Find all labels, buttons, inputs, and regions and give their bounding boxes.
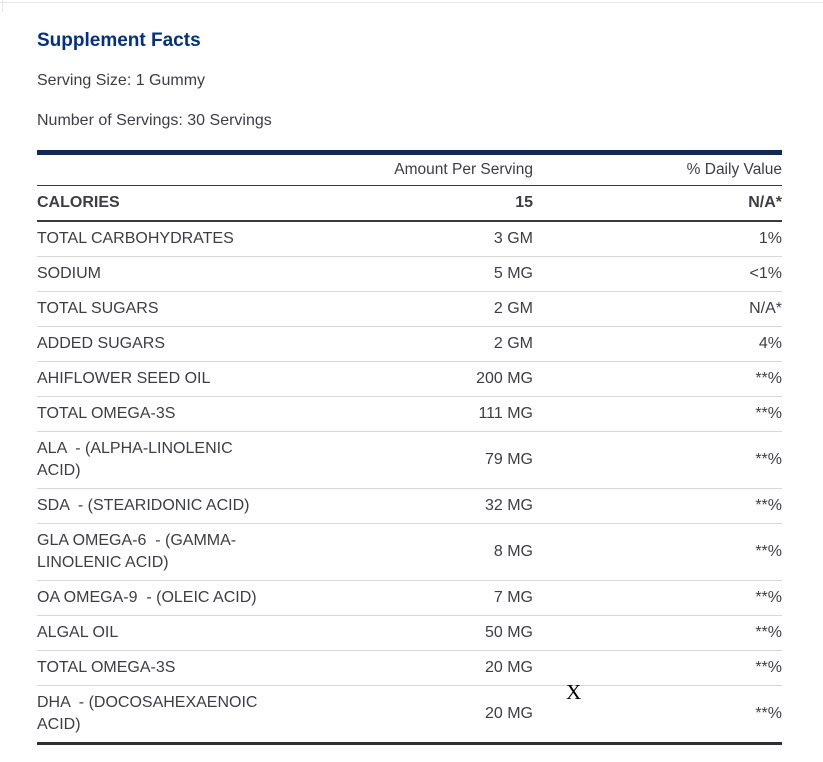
table-row: TOTAL CARBOHYDRATES 3 GM 1% [37,222,782,257]
daily-value-header: % Daily Value [686,161,782,178]
table-row: TOTAL OMEGA-3S 20 MG **% [37,651,782,686]
nutrient-label: TOTAL OMEGA-3S [37,405,176,422]
amount-value: 5 MG [493,265,533,282]
table-row: TOTAL OMEGA-3S 111 MG **% [37,397,782,432]
daily-value: **% [755,705,782,722]
panel-top-border [0,2,823,3]
daily-value: **% [755,497,782,514]
amount-value: 3 GM [493,230,533,247]
table-row: CALORIES 15 N/A* [37,186,782,222]
daily-value: **% [755,370,782,387]
table-header-row: Amount Per Serving % Daily Value [37,155,782,186]
supplement-facts-panel: Supplement Facts Serving Size: 1 Gummy N… [37,30,782,745]
nutrient-label: TOTAL CARBOHYDRATES [37,230,234,247]
table-row: SODIUM 5 MG <1% [37,257,782,292]
table-top-rule [37,150,782,155]
amount-value: 20 MG [484,659,533,676]
amount-value: 111 MG [478,405,533,422]
daily-value: **% [755,405,782,422]
daily-value: **% [755,451,782,468]
table-row: ALA - (ALPHA-LINOLENIC ACID) 79 MG **% [37,432,782,489]
daily-value: N/A* [748,194,782,211]
daily-value: **% [755,589,782,606]
daily-value: 1% [758,230,782,247]
panel-left-border [2,0,3,12]
nutrient-label: ADDED SUGARS [37,335,166,352]
nutrient-label: GLA OMEGA-6 - (GAMMA- LINOLENIC ACID) [37,532,237,571]
number-of-servings-text: Number of Servings: 30 Servings [37,112,272,129]
daily-value: <1% [749,265,782,282]
serving-size-text: Serving Size: 1 Gummy [37,72,206,89]
amount-value: 32 MG [484,497,533,514]
table-row: DHA - (DOCOSAHEXAENOIC ACID) 20 MG **% [37,686,782,745]
table-row: OA OMEGA-9 - (OLEIC ACID) 7 MG **% [37,581,782,616]
stray-x-artifact: X [566,680,582,704]
amount-value: 20 MG [484,705,533,722]
table-body: CALORIES 15 N/A* TOTAL CARBOHYDRATES 3 G… [37,186,782,745]
amount-value: 2 GM [493,335,533,352]
amount-value: 79 MG [484,451,533,468]
nutrient-label: AHIFLOWER SEED OIL [37,370,211,387]
table-row: ADDED SUGARS 2 GM 4% [37,327,782,362]
table-row: GLA OMEGA-6 - (GAMMA- LINOLENIC ACID) 8 … [37,524,782,581]
supplement-facts-title: Supplement Facts [37,30,201,51]
table-row: ALGAL OIL 50 MG **% [37,616,782,651]
daily-value: 4% [758,335,782,352]
daily-value: **% [755,624,782,641]
nutrient-label: DHA - (DOCOSAHEXAENOIC ACID) [37,694,258,733]
nutrient-label: OA OMEGA-9 - (OLEIC ACID) [37,589,257,606]
amount-value: 200 MG [476,370,533,387]
daily-value: **% [755,659,782,676]
amount-value: 7 MG [493,589,533,606]
daily-value: N/A* [749,300,782,317]
amount-value: 50 MG [484,624,533,641]
amount-value: 8 MG [493,543,533,560]
nutrient-label: CALORIES [37,194,120,211]
nutrient-label: TOTAL SUGARS [37,300,159,317]
amount-value: 15 [515,194,533,211]
amount-value: 2 GM [493,300,533,317]
daily-value: **% [755,543,782,560]
nutrient-label: TOTAL OMEGA-3S [37,659,176,676]
table-row: TOTAL SUGARS 2 GM N/A* [37,292,782,327]
table-row: SDA - (STEARIDONIC ACID) 32 MG **% [37,489,782,524]
nutrient-label: SDA - (STEARIDONIC ACID) [37,497,250,514]
table-row: AHIFLOWER SEED OIL 200 MG **% [37,362,782,397]
nutrient-label: SODIUM [37,265,101,282]
amount-per-serving-header: Amount Per Serving [394,161,533,178]
nutrient-label: ALGAL OIL [37,624,119,641]
nutrient-label: ALA - (ALPHA-LINOLENIC ACID) [37,440,233,479]
